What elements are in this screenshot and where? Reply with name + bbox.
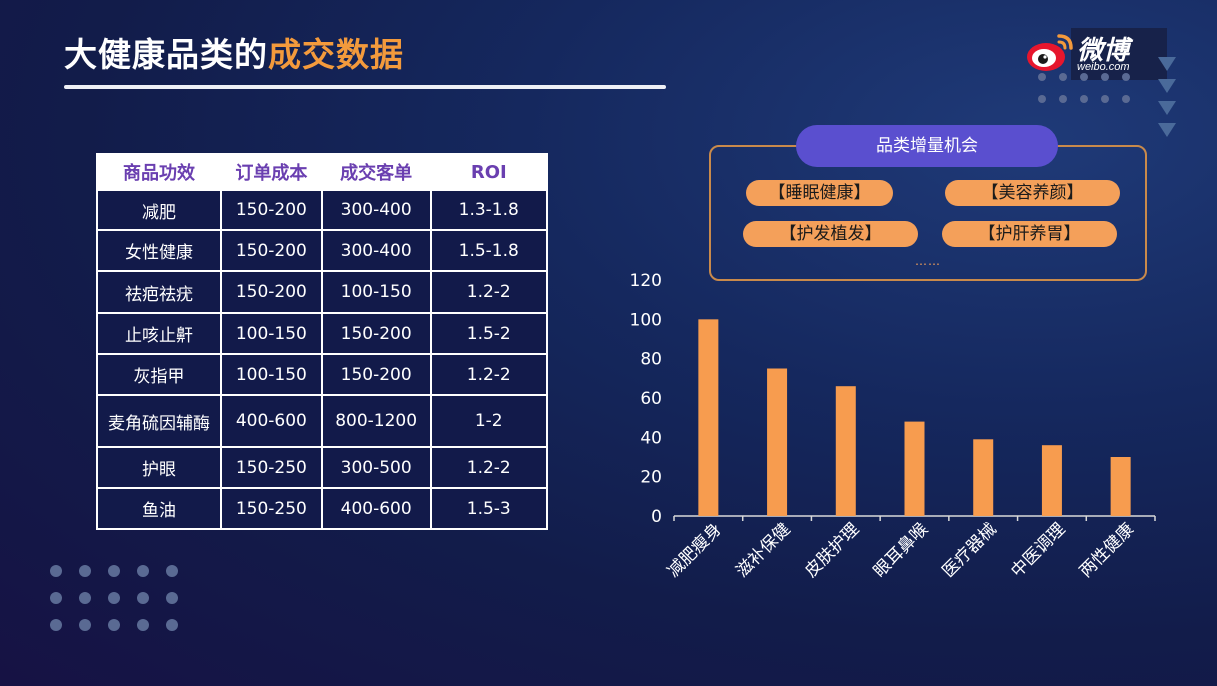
cell-roi: 1.3-1.8: [429, 189, 549, 231]
cell-order-cost: 150-250: [219, 487, 323, 530]
cell-order-cost: 150-200: [219, 270, 323, 314]
table-row: 麦角硫因辅酶 400-600 800-1200 1-2: [96, 394, 549, 448]
cell-avg-order: 300-400: [320, 189, 432, 231]
bar: [1110, 457, 1131, 516]
table-row: 护眼 150-250 300-500 1.2-2: [96, 446, 549, 489]
table-row: 止咳止鼾 100-150 150-200 1.5-2: [96, 312, 549, 355]
header-order-cost: 订单成本: [219, 153, 323, 191]
cell-roi: 1-2: [429, 394, 549, 448]
cell-roi: 1.5-2: [429, 312, 549, 355]
header-roi: ROI: [429, 153, 549, 191]
bar: [835, 386, 856, 516]
cell-order-cost: 100-150: [219, 353, 323, 396]
bar: [973, 439, 994, 516]
x-tick-label: 中医调理: [1007, 519, 1069, 581]
opportunity-item-liver: 【护肝养胃】: [942, 221, 1117, 247]
cell-roi: 1.2-2: [429, 270, 549, 314]
y-tick-label: 20: [640, 468, 662, 488]
bar: [698, 319, 719, 516]
y-tick-label: 0: [651, 507, 662, 527]
opportunity-more: ……: [915, 254, 941, 268]
cell-avg-order: 150-200: [320, 353, 432, 396]
table-row: 女性健康 150-200 300-400 1.5-1.8: [96, 229, 549, 272]
cell-roi: 1.2-2: [429, 353, 549, 396]
decorative-triangles: [1158, 57, 1176, 145]
cell-efficacy: 止咳止鼾: [96, 312, 222, 355]
decorative-dots-top: [1038, 73, 1130, 103]
table-row: 鱼油 150-250 400-600 1.5-3: [96, 487, 549, 530]
cell-avg-order: 300-500: [320, 446, 432, 489]
cell-avg-order: 400-600: [320, 487, 432, 530]
opportunity-item-sleep: 【睡眠健康】: [746, 180, 893, 206]
x-tick-label: 皮肤护理: [801, 519, 863, 581]
cell-efficacy: 麦角硫因辅酶: [96, 394, 222, 448]
header-efficacy: 商品功效: [96, 153, 222, 191]
decorative-dots-bottom: [50, 565, 178, 631]
opportunity-header: 品类增量机会: [796, 125, 1058, 167]
y-tick-label: 120: [630, 271, 662, 291]
page-title: 大健康品类的成交数据: [64, 28, 404, 76]
cell-order-cost: 100-150: [219, 312, 323, 355]
y-tick-label: 80: [640, 350, 662, 370]
x-tick-label: 两性健康: [1076, 519, 1138, 581]
cell-roi: 1.5-1.8: [429, 229, 549, 272]
cell-efficacy: 护眼: [96, 446, 222, 489]
x-tick-label: 减肥瘦身: [664, 519, 726, 581]
cell-avg-order: 150-200: [320, 312, 432, 355]
table-row: 祛疤祛疣 150-200 100-150 1.2-2: [96, 270, 549, 314]
cell-efficacy: 祛疤祛疣: [96, 270, 222, 314]
cell-efficacy: 女性健康: [96, 229, 222, 272]
cell-efficacy: 减肥: [96, 189, 222, 231]
y-tick-label: 40: [640, 428, 662, 448]
y-tick-label: 100: [630, 310, 662, 330]
header-avg-order: 成交客单: [320, 153, 432, 191]
cell-efficacy: 灰指甲: [96, 353, 222, 396]
table-row: 减肥 150-200 300-400 1.3-1.8: [96, 189, 549, 231]
logo-text: 微博: [1077, 36, 1130, 66]
title-underline: [64, 85, 666, 89]
cell-order-cost: 150-250: [219, 446, 323, 489]
efficacy-table: 商品功效 订单成本 成交客单 ROI 减肥 150-200 300-400 1.…: [96, 153, 549, 530]
weibo-eye-icon: [1027, 34, 1073, 71]
logo-subtext: weibo.com: [1077, 61, 1130, 73]
category-bar-chart: 0 20 40 60 80 100 120 减肥瘦身 滋补保健 皮肤护理 眼耳鼻喉 医疗器械 中医调理两…: [630, 271, 1156, 582]
cell-avg-order: 300-400: [320, 229, 432, 272]
bar: [904, 421, 925, 516]
x-tick-label: 滋补保健: [732, 519, 794, 581]
title-highlight: 成交数据: [268, 35, 404, 74]
bar: [1041, 445, 1062, 516]
y-tick-label: 60: [640, 389, 662, 409]
cell-order-cost: 400-600: [219, 394, 323, 448]
cell-order-cost: 150-200: [219, 189, 323, 231]
table-header-row: 商品功效 订单成本 成交客单 ROI: [96, 153, 549, 191]
bar: [767, 368, 788, 516]
cell-avg-order: 800-1200: [320, 394, 432, 448]
cell-avg-order: 100-150: [320, 270, 432, 314]
cell-roi: 1.2-2: [429, 446, 549, 489]
x-tick-label: 医疗器械: [939, 519, 1001, 581]
opportunity-item-beauty: 【美容养颜】: [945, 180, 1120, 206]
cell-roi: 1.5-3: [429, 487, 549, 530]
opportunity-item-hair: 【护发植发】: [743, 221, 918, 247]
logo-background: [1071, 28, 1167, 80]
cell-order-cost: 150-200: [219, 229, 323, 272]
x-tick-label: 眼耳鼻喉: [870, 519, 932, 581]
title-main: 大健康品类的: [64, 35, 268, 74]
table-row: 灰指甲 100-150 150-200 1.2-2: [96, 353, 549, 396]
cell-efficacy: 鱼油: [96, 487, 222, 530]
